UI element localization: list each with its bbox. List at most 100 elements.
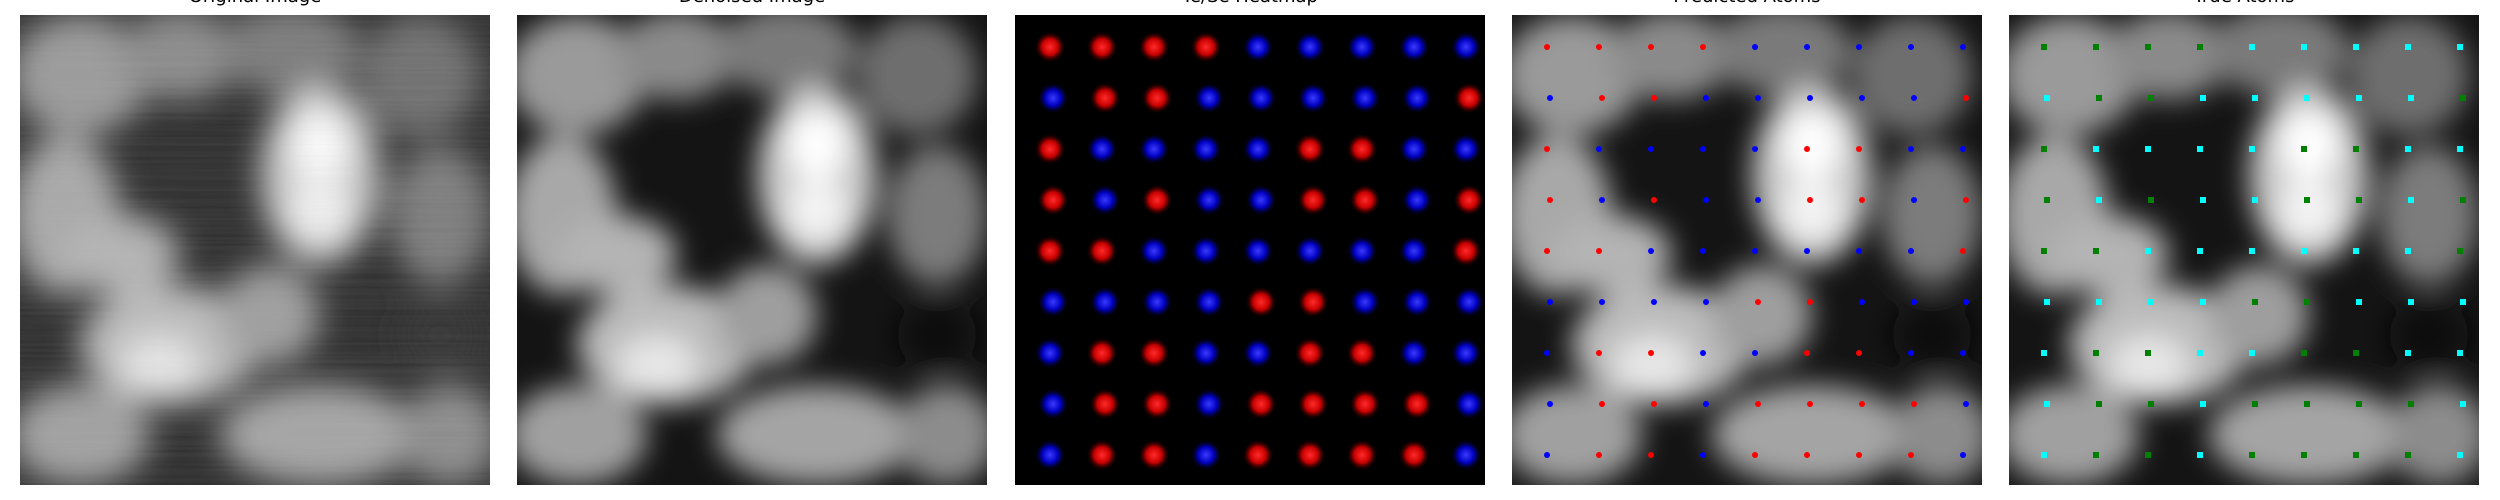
true-se-atom: [2252, 197, 2258, 203]
se-heat-spot: [1398, 337, 1430, 369]
predicted-se-atom: [1651, 299, 1657, 305]
te-heat-spot: [1089, 388, 1121, 420]
panel-original: Original Image: [20, 0, 490, 500]
predicted-te-atom: [1755, 401, 1761, 407]
predicted-se-atom: [1700, 452, 1706, 458]
predicted-te-atom: [1859, 197, 1865, 203]
predicted-se-atom: [1547, 95, 1553, 101]
predicted-se-atom: [1752, 350, 1758, 356]
te-heat-spot: [1086, 31, 1118, 63]
predicted-te-atom: [1963, 197, 1969, 203]
true-te-atom: [2041, 146, 2047, 152]
true-se-atom: [2405, 350, 2411, 356]
denoised-texture: [517, 15, 987, 485]
true-te-atom: [2044, 197, 2050, 203]
heatmap-image: [1015, 15, 1485, 485]
panel-title: True Atoms: [2009, 0, 2479, 8]
true-te-atom: [2460, 95, 2466, 101]
predicted-se-atom: [1908, 350, 1914, 356]
true-se-atom: [2197, 452, 2203, 458]
true-te-atom: [2301, 146, 2307, 152]
te-heat-spot: [1138, 337, 1170, 369]
predicted-te-atom: [1859, 401, 1865, 407]
predicted-se-atom: [1755, 197, 1761, 203]
se-heat-spot: [1138, 133, 1170, 165]
true-frame: [2009, 15, 2479, 485]
se-heat-spot: [1294, 235, 1326, 267]
panel-title: Predicted Atoms: [1512, 0, 1982, 8]
predicted-se-atom: [1596, 146, 1602, 152]
true-se-atom: [2197, 248, 2203, 254]
predicted-frame: [1512, 15, 1982, 485]
true-se-atom: [2200, 197, 2206, 203]
true-se-atom: [2093, 146, 2099, 152]
true-se-atom: [2457, 146, 2463, 152]
true-se-atom: [2457, 44, 2463, 50]
predicted-te-atom: [1596, 350, 1602, 356]
predicted-se-atom: [1703, 401, 1709, 407]
se-heat-spot: [1086, 133, 1118, 165]
true-se-atom: [2249, 44, 2255, 50]
true-se-atom: [2356, 299, 2362, 305]
se-heat-spot: [1034, 337, 1066, 369]
predicted-se-atom: [1908, 44, 1914, 50]
true-se-atom: [2405, 248, 2411, 254]
predicted-se-atom: [1544, 452, 1550, 458]
predicted-te-atom: [1960, 248, 1966, 254]
predicted-te-atom: [1648, 350, 1654, 356]
true-te-atom: [2096, 95, 2102, 101]
se-heat-spot: [1242, 235, 1274, 267]
se-heat-spot: [1398, 31, 1430, 63]
se-heat-spot: [1034, 439, 1066, 471]
true-te-atom: [2148, 95, 2154, 101]
true-te-atom: [2356, 197, 2362, 203]
se-heat-spot: [1242, 133, 1274, 165]
predicted-atoms-image: [1512, 15, 1982, 485]
predicted-te-atom: [1807, 299, 1813, 305]
true-te-atom: [2148, 401, 2154, 407]
true-se-atom: [2044, 299, 2050, 305]
panel-title: Original Image: [20, 0, 490, 8]
true-te-atom: [2252, 299, 2258, 305]
predicted-se-atom: [1700, 146, 1706, 152]
predicted-se-atom: [1960, 44, 1966, 50]
panel-predicted: Predicted Atoms: [1512, 0, 1982, 500]
predicted-te-atom: [1700, 44, 1706, 50]
se-heat-spot: [1401, 82, 1433, 114]
se-heat-spot: [1037, 286, 1069, 318]
predicted-te-atom: [1648, 44, 1654, 50]
predicted-se-atom: [1755, 95, 1761, 101]
te-heat-spot: [1245, 286, 1277, 318]
predicted-te-atom: [1547, 197, 1553, 203]
se-heat-spot: [1138, 235, 1170, 267]
true-se-atom: [2249, 350, 2255, 356]
true-atoms-image: [2009, 15, 2479, 485]
se-heat-spot: [1349, 82, 1381, 114]
se-heat-spot: [1190, 133, 1222, 165]
predicted-se-atom: [1804, 44, 1810, 50]
denoised-image: [517, 15, 987, 485]
true-se-atom: [2353, 44, 2359, 50]
te-heat-spot: [1297, 184, 1329, 216]
se-heat-spot: [1398, 133, 1430, 165]
true-te-atom: [2145, 350, 2151, 356]
true-se-atom: [2041, 350, 2047, 356]
se-heat-spot: [1193, 82, 1225, 114]
true-te-atom: [2252, 401, 2258, 407]
true-se-atom: [2197, 146, 2203, 152]
te-heat-spot: [1190, 31, 1222, 63]
predicted-se-atom: [1752, 146, 1758, 152]
true-te-atom: [2145, 44, 2151, 50]
predicted-se-atom: [1856, 248, 1862, 254]
true-te-atom: [2304, 401, 2310, 407]
true-te-atom: [2041, 44, 2047, 50]
true-te-atom: [2093, 350, 2099, 356]
true-se-atom: [2096, 197, 2102, 203]
true-se-atom: [2200, 95, 2206, 101]
predicted-te-atom: [1596, 452, 1602, 458]
true-te-atom: [2356, 401, 2362, 407]
true-te-atom: [2249, 452, 2255, 458]
te-heat-spot: [1138, 31, 1170, 63]
true-se-atom: [2408, 95, 2414, 101]
se-heat-spot: [1401, 184, 1433, 216]
